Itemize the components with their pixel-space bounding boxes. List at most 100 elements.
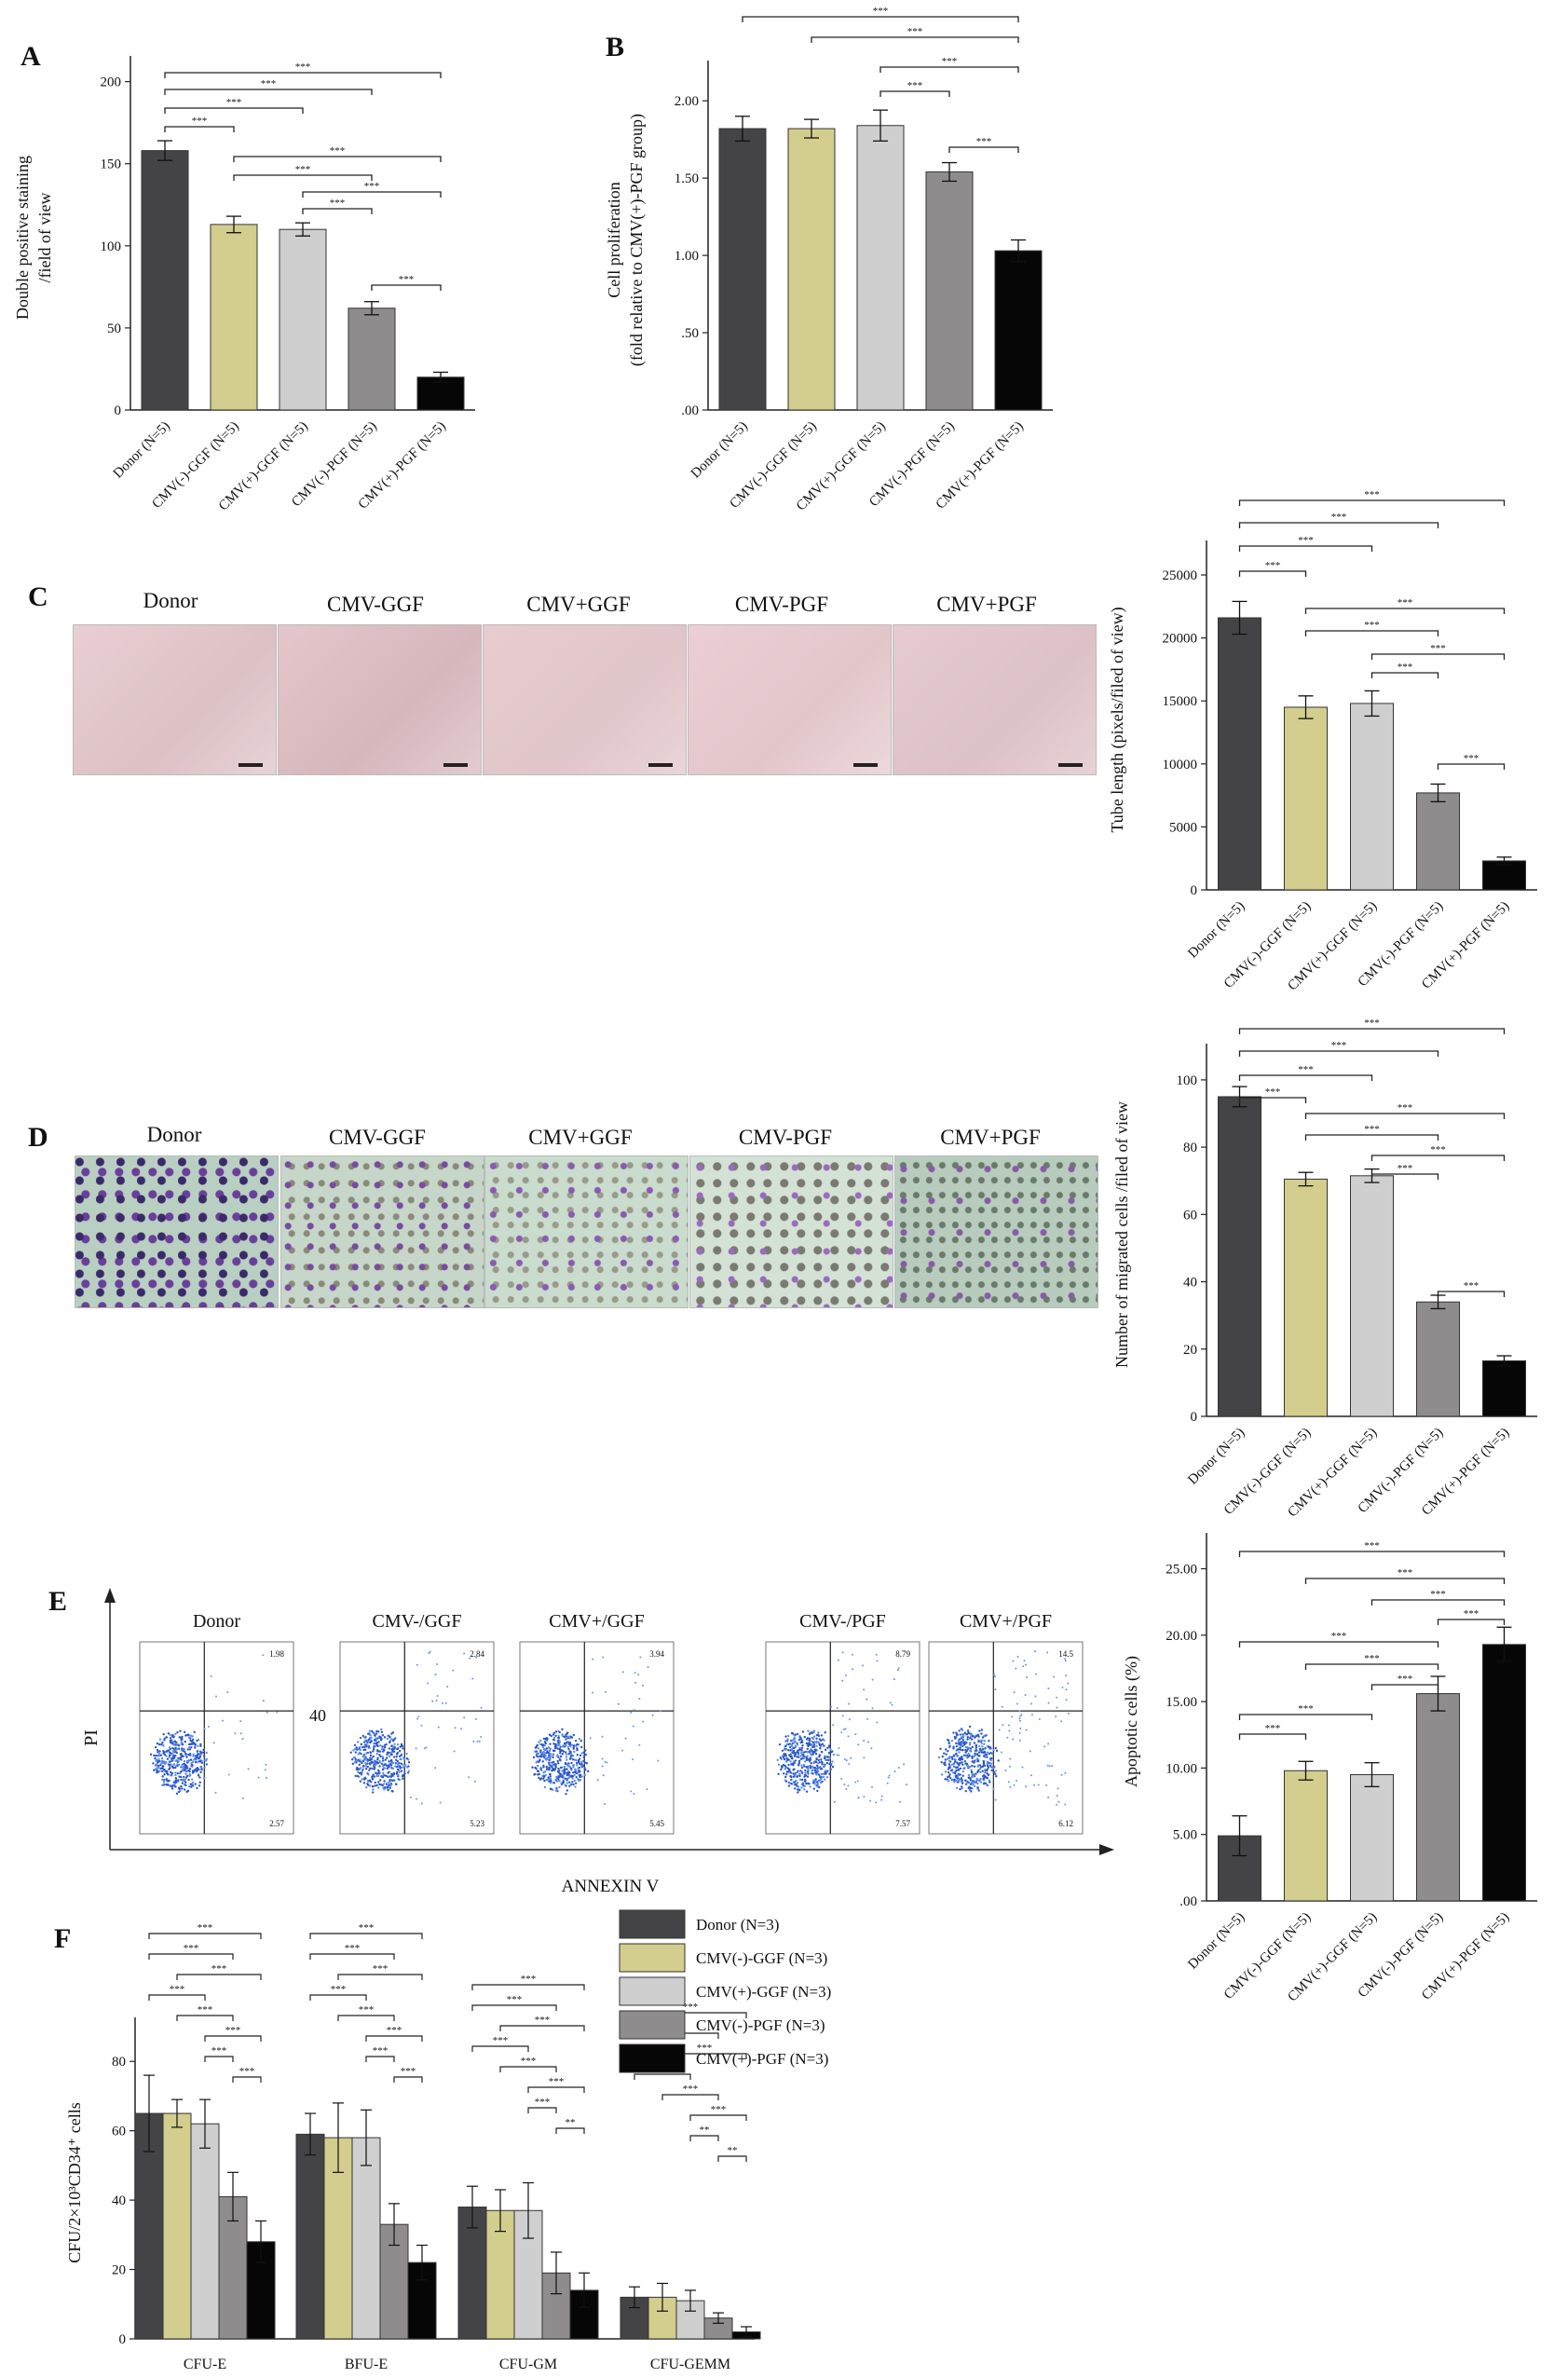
- flow-event-dot: [968, 1742, 972, 1744]
- flow-event-dot: [160, 1770, 164, 1773]
- flow-event-dot: [178, 1736, 181, 1739]
- flow-event-dot: [370, 1760, 373, 1764]
- flow-event-dot: [949, 1769, 953, 1772]
- flow-event-dot: [971, 1756, 974, 1760]
- flow-event-dot: [962, 1733, 965, 1736]
- significance-label: ***: [226, 97, 242, 108]
- significance-bracket: [309, 1994, 367, 2001]
- flow-event-dot: [792, 1775, 796, 1778]
- bar: [718, 128, 767, 411]
- flow-event-dot: [184, 1753, 187, 1756]
- flow-event-dot: [174, 1732, 177, 1735]
- flow-event-dot: [978, 1729, 981, 1732]
- flow-event-dot: [845, 1788, 848, 1791]
- flow-event-dot: [364, 1786, 368, 1789]
- flow-event-dot: [352, 1756, 355, 1759]
- flow-event-dot: [367, 1780, 370, 1784]
- flow-event-dot: [533, 1773, 536, 1776]
- flow-event-dot: [371, 1776, 374, 1779]
- flow-event-dot: [200, 1761, 204, 1765]
- flow-event-dot: [566, 1758, 568, 1761]
- flow-event-dot: [809, 1785, 811, 1788]
- flow-event-dot: [567, 1742, 571, 1745]
- flow-event-dot: [1061, 1686, 1064, 1688]
- flow-event-dot: [977, 1755, 980, 1757]
- significance-bracket: [371, 284, 442, 291]
- flow-event-dot: [181, 1763, 184, 1767]
- flow-event-dot: [811, 1745, 814, 1749]
- tube-formation-image-cmv-pos-pgf: [893, 624, 1097, 775]
- flow-event-dot: [997, 1759, 1000, 1762]
- flow-event-dot: [162, 1769, 166, 1771]
- flow-event-dot: [390, 1747, 393, 1751]
- significance-bracket: [1304, 1578, 1506, 1584]
- flow-event-dot: [821, 1763, 824, 1766]
- flow-event-dot: [565, 1756, 568, 1758]
- flow-event-dot: [568, 1757, 572, 1760]
- flow-plot-label: Donor: [193, 1611, 240, 1632]
- flow-event-dot: [975, 1772, 977, 1775]
- flow-event-dot: [425, 1746, 428, 1749]
- bar: [1218, 1096, 1261, 1417]
- bar: [348, 308, 396, 411]
- flow-event-dot: [566, 1745, 569, 1748]
- flow-event-dot: [541, 1745, 545, 1749]
- flow-event-dot: [357, 1741, 360, 1743]
- flow-event-dot: [982, 1762, 986, 1765]
- y-tick-label: 60: [112, 2125, 126, 2139]
- significance-bracket: [233, 156, 442, 162]
- flow-event-dot: [362, 1754, 365, 1757]
- flow-event-dot: [981, 1739, 984, 1742]
- flow-event-dot: [1020, 1714, 1023, 1716]
- flow-event-dot: [170, 1771, 174, 1775]
- flow-event-dot: [959, 1767, 962, 1770]
- flow-event-dot: [371, 1767, 374, 1770]
- flow-event-dot: [389, 1764, 393, 1767]
- x-tick-label: Donor (N=5): [1185, 1426, 1248, 1488]
- flow-event-dot: [172, 1747, 175, 1750]
- flow-event-dot: [222, 1719, 225, 1722]
- flow-event-dot: [561, 1733, 564, 1736]
- flow-event-dot: [823, 1778, 826, 1781]
- significance-label: ***: [1398, 1102, 1413, 1114]
- flow-event-dot: [158, 1750, 161, 1753]
- flow-event-dot: [191, 1781, 195, 1784]
- micrograph-c-label: CMV-GGF: [327, 593, 424, 616]
- flow-event-dot: [580, 1764, 583, 1768]
- flow-event-dot: [207, 1726, 210, 1729]
- flow-event-dot: [975, 1734, 978, 1738]
- flow-event-dot: [983, 1770, 987, 1774]
- flow-event-dot: [435, 1700, 438, 1702]
- y-axis-label: Apoptotic cells (%): [1122, 1656, 1141, 1787]
- flow-event-dot: [606, 1761, 608, 1764]
- flow-event-dot: [779, 1756, 782, 1759]
- bar: [1284, 1770, 1328, 1902]
- flow-event-dot: [579, 1778, 582, 1782]
- flow-event-dot: [157, 1742, 161, 1746]
- flow-event-dot: [798, 1756, 800, 1759]
- bar: [925, 171, 974, 411]
- flow-event-dot: [959, 1788, 961, 1791]
- flow-event-dot: [181, 1787, 184, 1790]
- flow-event-dot: [559, 1750, 562, 1753]
- flow-event-dot: [992, 1749, 995, 1752]
- flow-event-dot: [1051, 1765, 1054, 1768]
- flow-event-dot: [837, 1659, 839, 1661]
- bar: [190, 2123, 220, 2340]
- significance-label: ***: [211, 1963, 227, 1975]
- flow-event-dot: [190, 1746, 193, 1749]
- flow-event-dot: [589, 1737, 592, 1740]
- significance-bracket: [1437, 1619, 1506, 1625]
- flow-event-dot: [825, 1756, 829, 1758]
- flow-event-dot: [552, 1763, 554, 1767]
- flow-event-dot: [367, 1773, 370, 1776]
- flow-event-dot: [955, 1742, 958, 1745]
- flow-event-dot: [1056, 1696, 1058, 1699]
- flow-event-dot: [369, 1781, 373, 1784]
- flow-event-dot: [372, 1788, 375, 1791]
- flow-event-dot: [841, 1651, 844, 1654]
- flow-event-dot: [1004, 1770, 1007, 1772]
- significance-bracket: [1370, 653, 1506, 660]
- flow-event-dot: [637, 1674, 640, 1676]
- flow-event-dot: [947, 1749, 949, 1753]
